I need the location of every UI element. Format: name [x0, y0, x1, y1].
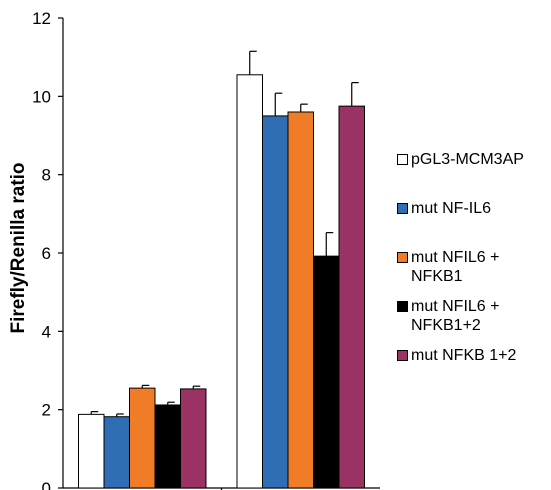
bar	[129, 387, 156, 489]
legend-swatch	[397, 301, 408, 312]
bar	[236, 74, 263, 489]
y-axis: 0 2 4 6 8 10 12	[32, 9, 64, 490]
legend-swatch	[397, 350, 408, 361]
legend-label: pGL3-MCM3AP	[411, 151, 524, 168]
legend-swatch	[397, 203, 408, 214]
bar	[103, 416, 130, 489]
legend-item: pGL3-MCM3AP	[397, 150, 524, 169]
y-tick-label: 12	[32, 9, 51, 28]
bar	[338, 105, 365, 489]
bar	[262, 115, 289, 489]
error-bars	[90, 50, 359, 417]
y-tick-label: 6	[42, 244, 51, 263]
bars	[78, 74, 365, 489]
bar	[313, 255, 340, 489]
legend-label: mut NFKB 1+2	[411, 347, 517, 364]
legend-swatch	[397, 154, 408, 165]
legend-label: mut NFIL6 + NFKB1+2	[411, 298, 500, 334]
legend-label: mut NF-IL6	[411, 200, 492, 217]
legend-item: mut NF-IL6	[397, 199, 491, 218]
y-tick-label: 10	[32, 87, 51, 106]
legend-item: mut NFIL6 + NFKB1	[397, 248, 499, 286]
legend-item: mut NFKB 1+2	[397, 346, 516, 365]
bar	[154, 404, 181, 489]
bar	[78, 413, 105, 489]
bar	[180, 388, 207, 489]
y-tick-label: 4	[42, 322, 51, 341]
y-tick-label: 0	[42, 479, 51, 490]
legend-item: mut NFIL6 + NFKB1+2	[397, 297, 499, 335]
y-tick-label: 8	[42, 166, 51, 185]
legend-swatch	[397, 252, 408, 263]
y-axis-title: Firefly/Renilla ratio	[8, 162, 29, 333]
y-tick-label: 2	[42, 401, 51, 420]
legend-label: mut NFIL6 + NFKB1	[411, 249, 500, 285]
bar	[287, 111, 314, 489]
